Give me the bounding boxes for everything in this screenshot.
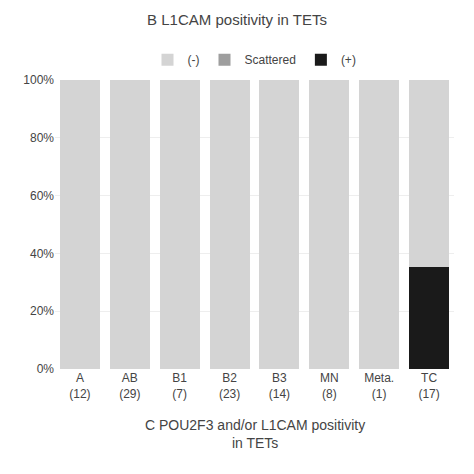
svg-text:80%: 80%: [30, 131, 54, 145]
svg-text:C POU2F3 and/or L1CAM positivi: C POU2F3 and/or L1CAM positivityin TETs: [145, 417, 365, 451]
svg-text:B2(23): B2(23): [219, 371, 240, 401]
svg-text:20%: 20%: [30, 304, 54, 318]
svg-text:MN(8): MN(8): [320, 371, 339, 401]
svg-text:100%: 100%: [23, 73, 54, 87]
svg-text:B3(14): B3(14): [269, 371, 290, 401]
svg-text:B1(7): B1(7): [172, 371, 187, 401]
svg-text:Scattered: Scattered: [245, 53, 296, 67]
svg-text:0%: 0%: [37, 362, 55, 376]
svg-text:AB(29): AB(29): [119, 371, 140, 401]
svg-text:TC(17): TC(17): [418, 371, 439, 401]
svg-text:A(12): A(12): [69, 371, 90, 401]
svg-text:(-): (-): [188, 53, 200, 67]
svg-text:B L1CAM positivity in TETs: B L1CAM positivity in TETs: [147, 11, 327, 28]
svg-text:(+): (+): [341, 53, 356, 67]
svg-text:40%: 40%: [30, 247, 54, 261]
svg-text:60%: 60%: [30, 189, 54, 203]
svg-text:Meta.(1): Meta.(1): [364, 371, 394, 401]
